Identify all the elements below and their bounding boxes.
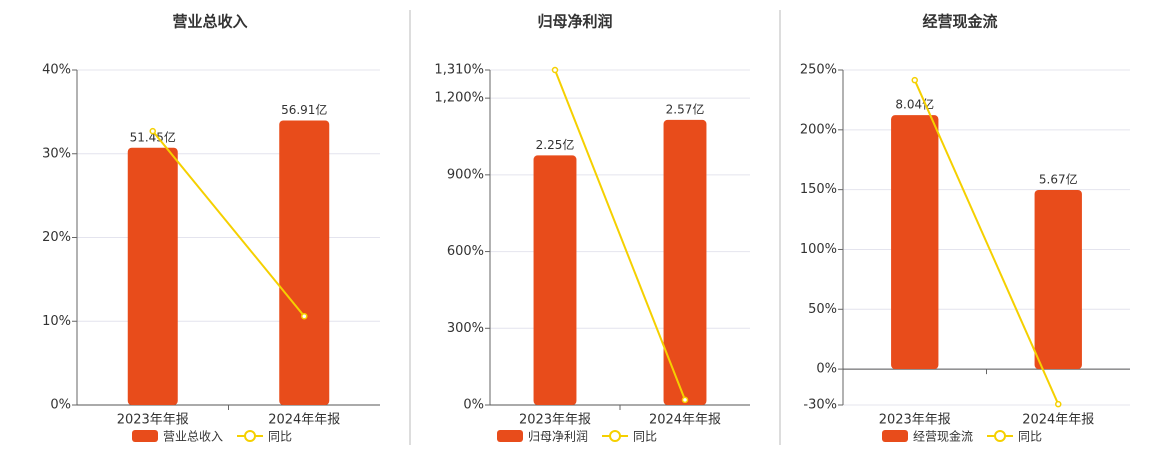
legend-label: 同比 <box>268 430 292 444</box>
legend-swatch <box>882 430 908 442</box>
x-tick-label: 2024年年报 <box>268 413 340 428</box>
legend-label: 同比 <box>1018 430 1042 444</box>
x-tick-label: 2024年年报 <box>1022 413 1094 428</box>
legend-swatch <box>244 430 257 442</box>
chart-title: 经营现金流 <box>922 13 997 31</box>
line-marker <box>1055 400 1062 408</box>
bar <box>663 119 707 405</box>
y-tick-label: 200% <box>800 122 837 137</box>
value-label: 2.57亿 <box>666 101 705 116</box>
legend-swatch <box>994 430 1007 442</box>
y-tick-label: 20% <box>42 230 71 245</box>
y-tick-label: 1,310% <box>434 63 484 78</box>
y-tick-label: 250% <box>800 63 837 78</box>
line-marker <box>911 76 918 84</box>
y-tick-label: 150% <box>800 182 837 197</box>
y-tick-label: 0% <box>50 398 71 413</box>
x-tick-label: 2023年年报 <box>519 413 591 428</box>
y-tick-label: 40% <box>42 63 71 78</box>
line-marker <box>551 66 559 74</box>
legend-swatch <box>132 430 158 442</box>
y-tick-label: 30% <box>42 146 71 161</box>
y-tick-label: 0% <box>463 398 484 413</box>
value-label: 5.67亿 <box>1039 171 1078 186</box>
legend-label: 经营现金流 <box>913 429 973 444</box>
line-marker <box>681 396 689 404</box>
chart-title: 归母净利润 <box>537 13 612 31</box>
line-marker <box>149 127 156 135</box>
legend-label: 营业总收入 <box>163 430 223 444</box>
bar <box>891 115 939 370</box>
y-tick-label: 100% <box>800 242 837 257</box>
legend-label: 同比 <box>633 430 657 444</box>
x-tick-label: 2023年年报 <box>117 413 189 428</box>
y-tick-label: 1,200% <box>434 91 484 106</box>
bar <box>279 120 330 405</box>
legend-swatch <box>609 430 622 442</box>
legend-label: 归母净利润 <box>528 430 588 444</box>
y-tick-label: 600% <box>447 244 484 259</box>
legend-swatch <box>497 430 523 442</box>
y-tick-label: 10% <box>42 314 71 329</box>
x-tick-label: 2023年年报 <box>879 413 951 428</box>
value-label: 51.45亿 <box>130 129 176 144</box>
value-label: 56.91亿 <box>281 102 327 117</box>
x-tick-label: 2024年年报 <box>649 413 721 428</box>
line <box>554 69 686 401</box>
y-tick-label: -30% <box>803 398 837 413</box>
y-tick-label: 300% <box>447 321 484 336</box>
y-tick-label: 50% <box>808 302 837 317</box>
bar <box>1034 189 1082 370</box>
y-tick-label: 0% <box>816 362 837 377</box>
bar <box>533 155 577 405</box>
bar <box>127 147 178 405</box>
line-marker <box>301 312 308 320</box>
line <box>151 130 306 317</box>
y-tick-label: 900% <box>447 167 484 182</box>
chart-title: 营业总收入 <box>172 13 247 31</box>
value-label: 2.25亿 <box>536 137 575 152</box>
line <box>913 79 1060 405</box>
